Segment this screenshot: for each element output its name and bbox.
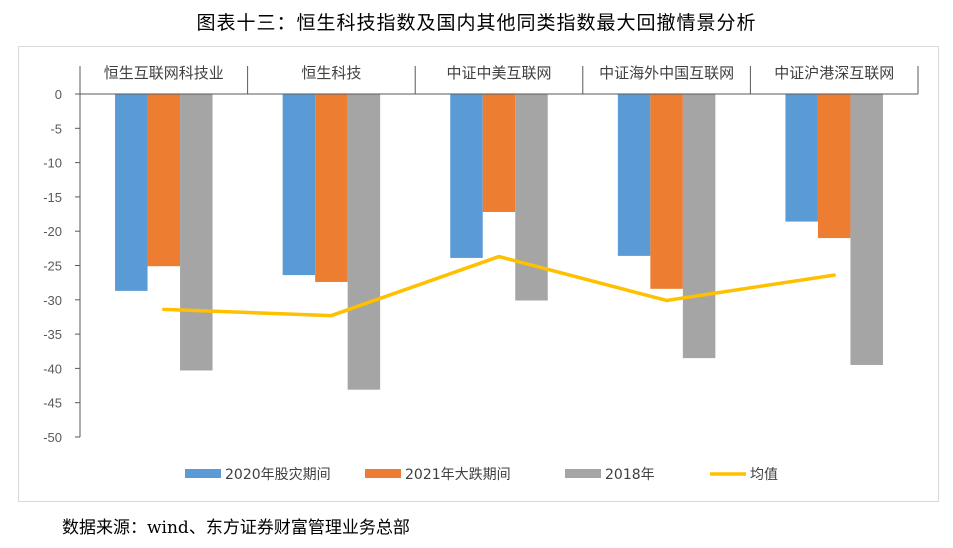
y-tick-label: -5 <box>50 121 62 136</box>
bar <box>785 94 818 222</box>
y-tick-label: 0 <box>55 87 62 102</box>
bar <box>650 94 683 289</box>
chart-title: 图表十三：恒生科技指数及国内其他同类指数最大回撤情景分析 <box>196 12 757 34</box>
y-tick-label: -50 <box>43 430 62 445</box>
legend-label: 均值 <box>750 467 778 483</box>
legend-label: 2021年大跌期间 <box>405 467 511 483</box>
category-label: 中证海外中国互联网 <box>599 64 734 82</box>
bar <box>315 94 348 282</box>
legend-label: 2018年 <box>605 467 655 483</box>
legend-swatch <box>565 469 601 478</box>
y-tick-label: -30 <box>43 293 62 308</box>
y-tick-label: -20 <box>43 224 62 239</box>
category-label: 恒生科技 <box>301 64 361 82</box>
chart-area <box>18 46 939 502</box>
bar <box>682 94 716 359</box>
legend-swatch <box>365 469 401 478</box>
bar <box>482 94 516 212</box>
bar <box>180 94 213 371</box>
source-note: 数据来源：wind、东方证券财富管理业务总部 <box>62 518 410 538</box>
y-tick-label: -35 <box>43 327 62 342</box>
category-label: 中证中美互联网 <box>446 64 551 82</box>
legend-swatch <box>185 469 221 478</box>
y-tick-label: -10 <box>43 156 62 171</box>
bar <box>147 94 181 267</box>
category-label: 恒生互联网科技业 <box>104 64 224 82</box>
mean-line <box>162 254 836 318</box>
bar <box>347 94 381 390</box>
y-tick-label: -40 <box>43 361 62 376</box>
y-tick-label: -25 <box>43 259 62 274</box>
category-label: 中证沪港深互联网 <box>774 64 894 82</box>
bar <box>617 94 651 256</box>
bar <box>450 94 483 258</box>
bar <box>282 94 316 276</box>
bar <box>115 94 148 291</box>
y-tick-label: -45 <box>43 396 62 411</box>
bar <box>850 94 883 365</box>
bar <box>817 94 851 239</box>
legend-label: 2020年股灾期间 <box>225 466 331 483</box>
y-tick-label: -15 <box>43 190 62 205</box>
